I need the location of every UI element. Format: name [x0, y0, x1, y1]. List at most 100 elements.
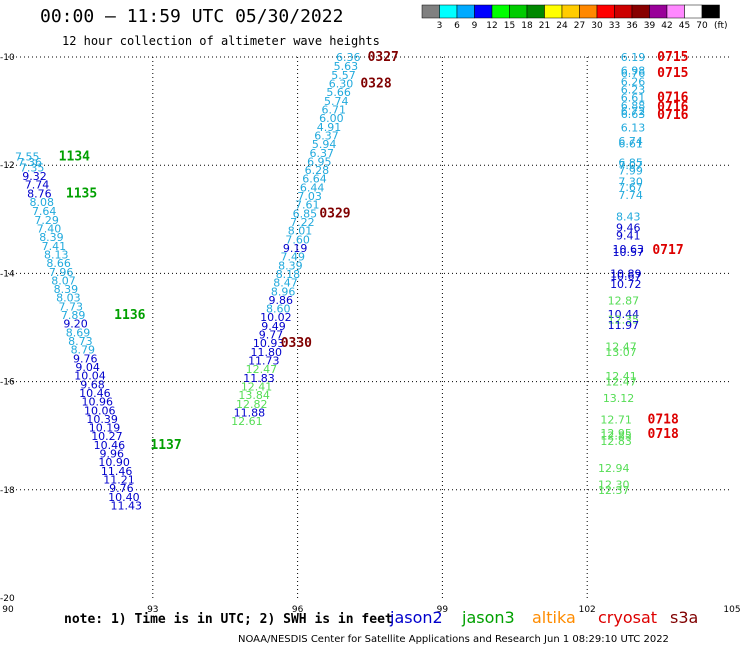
pass-time-label: 0718	[648, 412, 679, 427]
y-tick-label: -16	[0, 378, 15, 388]
data-point: 10.46	[94, 439, 126, 452]
colorbar-swatch	[666, 4, 685, 19]
data-point: 8.76	[27, 187, 52, 200]
data-point: 12.30	[598, 478, 630, 491]
pass-time-label: 1134	[59, 150, 90, 165]
data-point: 6.19	[621, 51, 646, 64]
data-point: 7.67	[618, 181, 643, 194]
chart-title: 00:00 — 11:59 UTC 05/30/2022	[40, 6, 344, 27]
colorbar-swatch	[561, 4, 580, 19]
legend-jason3: jason3	[462, 608, 515, 627]
data-point: 7.07	[618, 159, 643, 172]
pass-time-label: 0717	[652, 243, 683, 258]
x-tick-label: 102	[579, 605, 596, 615]
colorbar-label: 3	[437, 21, 443, 31]
data-point: 6.26	[621, 75, 646, 88]
data-point: 6.71	[322, 103, 347, 116]
data-point: 6.88	[621, 100, 646, 113]
colorbar-label: 30	[591, 21, 603, 31]
x-tick-label: 93	[147, 605, 158, 615]
data-point: 11.97	[608, 319, 640, 332]
colorbar-label: 70	[696, 21, 708, 31]
data-point: 8.69	[66, 326, 91, 339]
data-point: 6.85	[293, 207, 318, 220]
data-point: 12.41	[605, 370, 637, 383]
data-point: 6.64	[302, 173, 327, 186]
data-point: 6.98	[621, 65, 646, 78]
data-point: 5.74	[324, 95, 349, 108]
data-point: 9.49	[261, 320, 286, 333]
data-point: 11.88	[234, 406, 266, 419]
data-point: 5.66	[326, 86, 351, 99]
pass-time-label: 0328	[360, 77, 391, 92]
x-tick-label: 99	[437, 605, 449, 615]
colorbar-swatch	[439, 4, 458, 19]
pass-time-label: 1135	[66, 186, 97, 201]
data-point: 7.60	[285, 233, 310, 246]
data-point: 12.87	[608, 294, 640, 307]
data-point: 9.04	[75, 361, 100, 374]
data-point: 8.73	[68, 335, 93, 348]
legend-jason2: jason2	[390, 608, 443, 627]
data-point: 6.37	[309, 147, 334, 160]
data-point: 8.60	[266, 303, 291, 316]
data-point: 11.73	[248, 355, 280, 368]
data-point: 8.13	[44, 248, 69, 261]
colorbar-swatch	[596, 4, 615, 19]
y-tick-label: -12	[0, 161, 15, 171]
data-point: 8.01	[288, 225, 313, 238]
colorbar-label: 33	[609, 21, 620, 31]
data-point: 10.96	[82, 396, 114, 409]
data-point: 9.46	[616, 221, 641, 234]
data-point: 8.79	[71, 344, 96, 357]
colorbar-swatch	[526, 4, 545, 19]
data-point: 9.41	[616, 230, 641, 243]
data-point: 12.83	[600, 435, 632, 448]
data-point: 8.39	[54, 283, 79, 296]
data-point: 8.03	[56, 292, 81, 305]
data-point: 12.47	[605, 340, 637, 353]
colorbar-label: 9	[472, 21, 478, 31]
data-point: 12.95	[600, 427, 632, 440]
colorbar-swatch	[544, 4, 563, 19]
data-point: 12.41	[241, 380, 273, 393]
data-point: 13.07	[605, 346, 637, 359]
colorbar-swatch	[631, 4, 650, 19]
data-point: 5.94	[312, 138, 337, 151]
data-point: 7.03	[297, 190, 322, 203]
data-point: 6.61	[618, 138, 643, 151]
data-point: 12.82	[236, 398, 268, 411]
data-point: 12.85	[600, 430, 632, 443]
colorbar-label: 36	[626, 21, 638, 31]
data-point: 8.43	[616, 211, 641, 224]
colorbar-label: 15	[504, 21, 515, 31]
data-point: 9.76	[73, 352, 98, 365]
data-point: 7.74	[25, 179, 50, 192]
data-point: 8.39	[39, 231, 64, 244]
data-point: 10.02	[260, 311, 292, 324]
colorbar-label: 6	[454, 21, 460, 31]
x-tick-label: 105	[723, 605, 740, 615]
data-point: 7.49	[281, 251, 306, 264]
data-point: 9.96	[100, 448, 125, 461]
legend-altika: altika	[532, 608, 576, 627]
data-point: 7.96	[49, 266, 74, 279]
y-tick-label: -10	[0, 53, 15, 63]
data-point: 7.35	[20, 161, 45, 174]
data-point: 11.43	[111, 499, 143, 512]
data-point: 10.06	[84, 404, 116, 417]
colorbar-swatch	[649, 4, 668, 19]
data-point: 12.94	[598, 462, 630, 475]
data-point: 6.63	[621, 108, 646, 121]
x-tick-label: 90	[2, 605, 14, 615]
data-point: 12.61	[231, 415, 263, 428]
pass-time-label: 0718	[648, 427, 679, 442]
data-point: 8.66	[46, 257, 71, 270]
colorbar-unit: (ft)	[714, 21, 728, 31]
y-tick-label: -20	[0, 594, 15, 604]
legend-s3a: s3a	[670, 608, 699, 627]
y-tick-label: -18	[0, 486, 15, 496]
data-point: 6.72	[621, 105, 646, 118]
colorbar-label: 21	[539, 21, 550, 31]
